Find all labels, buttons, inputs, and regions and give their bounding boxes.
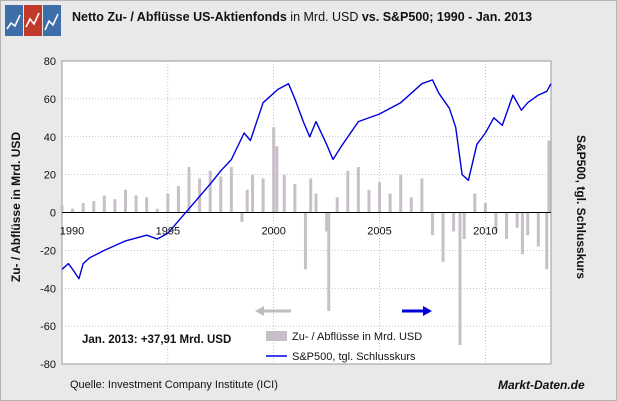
- flow-bar: [314, 193, 318, 213]
- flow-bar: [520, 212, 524, 255]
- bar-series: [60, 127, 551, 346]
- flow-bar: [430, 212, 434, 236]
- flow-bar: [536, 212, 540, 247]
- x-tick-label: 1990: [60, 226, 84, 238]
- flow-bar: [399, 174, 403, 213]
- flow-bar: [378, 182, 382, 213]
- y-tick-label: 0: [50, 208, 56, 220]
- flow-bar: [526, 212, 530, 236]
- logo-icon: [5, 5, 61, 36]
- flow-bar: [60, 204, 64, 213]
- flow-bar: [187, 167, 191, 213]
- legend: Zu- / Abflüsse in Mrd. USD S&P500, tgl. …: [266, 331, 422, 363]
- x-tick-label: 1995: [156, 226, 180, 238]
- flow-bar: [251, 174, 255, 213]
- flow-bar: [441, 212, 445, 262]
- legend-bar-swatch: [266, 331, 287, 341]
- flow-bar: [458, 212, 462, 346]
- flow-bar: [462, 212, 466, 240]
- flow-bar: [515, 212, 519, 228]
- flow-bar: [494, 212, 498, 232]
- y-tick-label: -20: [40, 245, 56, 257]
- flow-bar: [272, 127, 276, 213]
- title-part-4: ; 1990 - Jan. 2013: [429, 10, 533, 24]
- legend-line-label: S&P500, tgl. Schlusskurs: [292, 351, 416, 363]
- flow-bar: [473, 193, 477, 213]
- flow-bar: [102, 195, 106, 213]
- flow-bar: [293, 184, 297, 213]
- flow-bar: [505, 212, 509, 240]
- flow-bar: [124, 189, 128, 213]
- arrow-right-icon: [402, 306, 432, 316]
- flow-bar: [176, 185, 180, 213]
- flow-bar: [545, 212, 549, 270]
- flow-bar: [420, 178, 424, 213]
- flow-bar: [245, 189, 249, 213]
- flow-bar: [483, 203, 487, 213]
- flow-bar: [92, 201, 96, 213]
- flow-bar: [547, 140, 551, 213]
- flow-bar: [134, 195, 138, 213]
- flow-bar: [71, 208, 75, 213]
- flow-bar: [155, 208, 159, 213]
- latest-value-note: Jan. 2013: +37,91 Mrd. USD: [82, 334, 232, 346]
- x-tick-label: 2010: [473, 226, 497, 238]
- flow-bar: [275, 146, 279, 213]
- source-note: Quelle: Investment Company Institute (IC…: [70, 379, 278, 391]
- y-tick-label: 60: [44, 94, 56, 106]
- flow-bar: [367, 189, 371, 213]
- flow-bar: [325, 212, 329, 232]
- grid-lines: [61, 60, 551, 365]
- arrow-left-icon: [255, 306, 291, 316]
- title-part-1: Netto Zu- / Abflüsse US-Aktienfonds: [72, 10, 287, 24]
- y-tick-label: 20: [44, 170, 56, 182]
- brand-label: Markt-Daten.de: [498, 378, 585, 392]
- flow-bar: [113, 199, 117, 213]
- y-tick-label: 80: [44, 56, 56, 68]
- flow-bar: [346, 170, 350, 213]
- flow-bar: [229, 167, 233, 213]
- flow-bar: [327, 212, 331, 311]
- title-part-2: in Mrd. USD: [286, 10, 362, 24]
- y-tick-label: -80: [40, 359, 56, 371]
- flow-bar: [145, 197, 149, 213]
- sp500-line: [61, 79, 552, 280]
- legend-bar-label: Zu- / Abflüsse in Mrd. USD: [292, 331, 422, 343]
- flow-bar: [282, 174, 286, 213]
- flow-bar: [208, 170, 212, 213]
- x-tick-labels: 1990 1995 2000 2005 2010: [60, 226, 498, 238]
- y-tick-labels: -80 -60 -40 -20 0 20 40 60 80: [40, 56, 56, 371]
- flow-bar: [452, 212, 456, 232]
- x-tick-label: 2005: [367, 226, 391, 238]
- flow-bar: [219, 176, 223, 213]
- flow-bar: [409, 197, 413, 213]
- flow-bar: [356, 167, 360, 213]
- flow-bar: [81, 203, 85, 213]
- flow-bar: [303, 212, 307, 270]
- flow-bar: [309, 178, 313, 213]
- flow-bar: [388, 193, 392, 213]
- flow-bar: [240, 212, 244, 222]
- title-part-3: vs. S&P500: [361, 10, 430, 24]
- flow-bar: [261, 178, 265, 213]
- x-tick-label: 2000: [261, 226, 285, 238]
- y-tick-label: 40: [44, 132, 56, 144]
- y-tick-label: -40: [40, 283, 56, 295]
- y-tick-label: -60: [40, 321, 56, 333]
- chart-title: Netto Zu- / Abflüsse US-Aktienfonds in M…: [72, 10, 532, 24]
- flow-bar: [166, 193, 170, 213]
- flow-bar: [335, 197, 339, 213]
